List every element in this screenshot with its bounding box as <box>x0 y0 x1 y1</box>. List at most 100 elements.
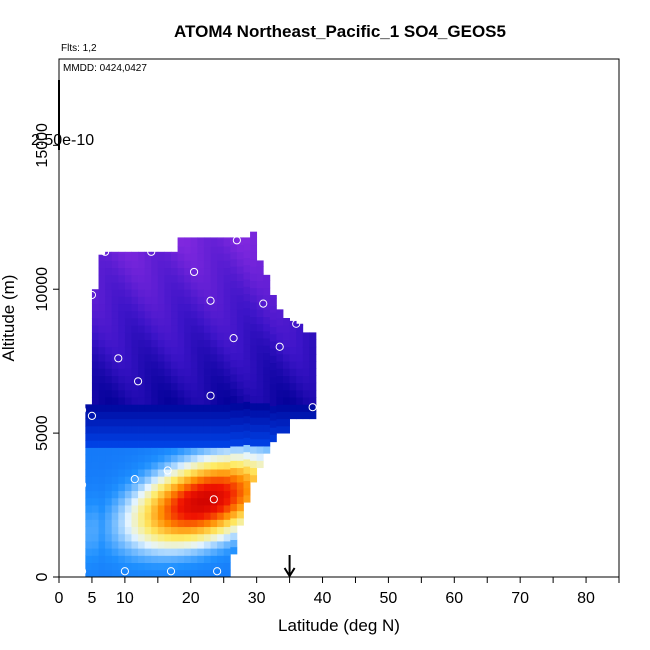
heatmap-cell <box>164 325 172 333</box>
heatmap-cell <box>217 533 225 542</box>
heatmap-cell <box>302 397 310 405</box>
heatmap-cell <box>250 338 258 346</box>
heatmap-cell <box>138 361 146 369</box>
heatmap-cell <box>124 548 132 556</box>
heatmap-cell <box>269 427 277 435</box>
heatmap-cell <box>157 251 165 254</box>
heatmap-cell <box>263 287 271 296</box>
heatmap-cell <box>144 483 152 492</box>
heatmap-cell <box>164 253 172 261</box>
heatmap-cell <box>269 319 277 328</box>
heatmap-cell <box>98 461 106 470</box>
heatmap-cell <box>217 253 225 261</box>
heatmap-cell <box>157 318 165 326</box>
heatmap-cell <box>223 253 231 261</box>
heatmap-cell <box>283 411 290 420</box>
heatmap-cell <box>85 476 93 484</box>
heatmap-cell <box>118 251 126 254</box>
heatmap-cell <box>217 469 225 477</box>
heatmap-cell <box>223 541 231 549</box>
heatmap-cell <box>289 389 297 398</box>
heatmap-cell <box>223 533 231 542</box>
heatmap-cell <box>309 382 317 391</box>
heatmap-cell <box>256 388 264 397</box>
heatmap-cell <box>138 310 146 319</box>
heatmap-cell <box>131 418 139 427</box>
heatmap-cell <box>91 541 99 549</box>
heatmap-cell <box>171 541 178 549</box>
heatmap-cell <box>223 353 231 362</box>
heatmap-cell <box>243 480 251 489</box>
heatmap-cell <box>210 274 218 283</box>
heatmap-cell <box>296 332 304 340</box>
heatmap-cell <box>210 490 218 499</box>
heatmap-cell <box>105 526 113 535</box>
heatmap-cell <box>217 562 225 571</box>
heatmap-cell <box>138 397 146 405</box>
heatmap-cell <box>236 352 244 361</box>
heatmap-cell <box>157 274 165 283</box>
heatmap-cell <box>144 526 152 535</box>
plot-frame <box>58 58 620 578</box>
heatmap-cell <box>269 355 277 364</box>
heatmap-cell <box>230 417 238 425</box>
heatmap-cell <box>302 368 310 376</box>
heatmap-cell <box>223 397 231 405</box>
heatmap-cell <box>131 519 139 528</box>
heatmap-cell <box>256 446 264 454</box>
heatmap-cell <box>138 425 146 434</box>
heatmap-cell <box>250 231 258 238</box>
heatmap-cell <box>210 454 218 463</box>
heatmap-cell <box>302 404 310 412</box>
observation-marker <box>229 334 238 343</box>
heatmap-cell <box>91 425 99 434</box>
heatmap-cell <box>210 375 218 384</box>
heatmap-cell <box>256 453 264 461</box>
heatmap-cell <box>164 389 172 398</box>
heatmap-cell <box>171 267 178 276</box>
heatmap-cell <box>276 318 284 326</box>
heatmap-cell <box>184 476 192 484</box>
heatmap-cell <box>210 425 218 434</box>
heatmap-cell <box>144 382 152 391</box>
heatmap-cell <box>230 460 238 469</box>
heatmap-cell <box>177 447 185 456</box>
heatmap-cell <box>190 454 198 463</box>
heatmap-cell <box>230 388 238 397</box>
heatmap-cell <box>223 562 231 571</box>
heatmap-cell <box>111 368 119 376</box>
colorbar-label: 2.50e-10 <box>31 132 94 149</box>
heatmap-cell <box>197 490 205 499</box>
heatmap-cell <box>256 345 264 353</box>
heatmap-cell <box>250 410 258 418</box>
heatmap-cell <box>151 497 159 506</box>
heatmap-cell <box>230 518 238 526</box>
heatmap-cell <box>190 505 198 513</box>
heatmap-cell <box>223 483 231 492</box>
heatmap-cell <box>105 397 113 405</box>
heatmap-cell <box>105 353 113 362</box>
heatmap-cell <box>283 353 290 362</box>
heatmap-cell <box>138 440 146 448</box>
heatmap-cell <box>151 289 159 297</box>
heatmap-cell <box>138 303 146 312</box>
heatmap-cell <box>190 339 198 348</box>
heatmap-cell <box>236 273 244 281</box>
heatmap-cell <box>85 497 93 506</box>
heatmap-cell <box>157 490 165 499</box>
heatmap-cell <box>269 405 277 414</box>
heatmap-cell <box>296 411 304 420</box>
heatmap-cell <box>217 433 225 441</box>
heatmap-cells <box>85 231 317 578</box>
heatmap-cell <box>131 461 139 470</box>
heatmap-cell <box>184 562 192 571</box>
heatmap-cell <box>210 483 218 492</box>
heatmap-cell <box>124 339 132 348</box>
heatmap-cell <box>296 346 304 355</box>
heatmap-cell <box>91 440 99 448</box>
heatmap-cell <box>157 447 165 456</box>
heatmap-cell <box>210 469 218 477</box>
heatmap-cell <box>171 569 178 578</box>
heatmap-cell <box>190 433 198 441</box>
heatmap-cell <box>190 548 198 556</box>
